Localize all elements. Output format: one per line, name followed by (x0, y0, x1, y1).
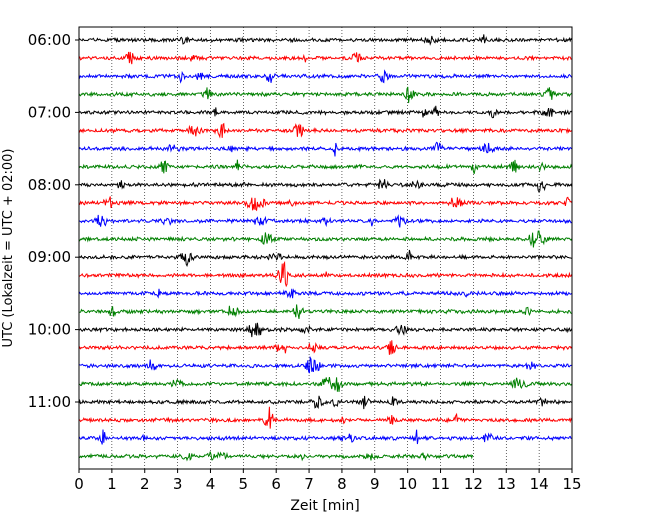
seismogram-trace (78, 122, 573, 139)
x-axis: 0 1 2 3 4 5 6 7 8 9 10 11 12 13 14 15 (74, 469, 582, 493)
seismogram-trace (78, 34, 573, 46)
seismogram-trace (78, 214, 573, 228)
seismogram-trace (78, 178, 573, 193)
plot-frame (78, 26, 573, 470)
seismogram-trace (78, 429, 572, 445)
seismogram-trace (78, 69, 573, 84)
y-tick-label: 11:00 (28, 393, 71, 411)
seismogram-trace (78, 249, 572, 268)
x-tick-label: 0 (74, 475, 84, 493)
x-tick-label: 6 (271, 475, 281, 493)
seismogram-trace (78, 288, 573, 299)
x-tick-label: 7 (304, 475, 314, 493)
x-tick-label: 4 (206, 475, 216, 493)
seismogram-trace (78, 230, 573, 248)
x-tick-label: 8 (337, 475, 347, 493)
y-axis: 06:00 07:00 08:00 09:00 10:00 11:00 (28, 31, 79, 411)
y-axis-label: UTC (Lokalzeit = UTC + 02:00) (1, 149, 16, 348)
y-tick-label: 08:00 (28, 176, 71, 194)
x-tick-label: 10 (398, 475, 417, 493)
x-tick-label: 9 (370, 475, 380, 493)
seismogram-trace (78, 406, 573, 429)
y-tick-label: 07:00 (28, 103, 71, 121)
trace-layer (78, 34, 573, 462)
y-tick-label: 10:00 (28, 321, 71, 339)
seismogram-trace (78, 260, 573, 288)
seismogram-trace (78, 51, 572, 65)
seismogram-trace (78, 451, 474, 462)
y-tick-label: 06:00 (28, 31, 71, 49)
x-tick-label: 3 (173, 475, 183, 493)
seismogram-trace (78, 395, 572, 410)
seismogram-trace (78, 105, 573, 119)
seismogram-trace (78, 196, 573, 212)
x-axis-label: Zeit [min] (290, 498, 359, 514)
seismogram-trace (78, 377, 573, 392)
x-tick-label: 15 (562, 475, 581, 493)
x-tick-label: 13 (497, 475, 516, 493)
x-tick-label: 1 (107, 475, 117, 493)
seismogram-trace (78, 322, 573, 338)
y-tick-label: 09:00 (28, 248, 71, 266)
x-tick-label: 2 (140, 475, 150, 493)
seismogram-trace (78, 304, 572, 320)
x-tick-label: 12 (464, 475, 483, 493)
seismogram-trace (78, 159, 573, 174)
x-tick-label: 11 (431, 475, 450, 493)
seismogram-trace (78, 141, 573, 157)
seismogram-trace (78, 340, 573, 355)
x-tick-label: 14 (530, 475, 549, 493)
seismogram-trace (78, 355, 572, 374)
x-tick-label: 5 (239, 475, 249, 493)
seismogram-trace (78, 86, 573, 104)
